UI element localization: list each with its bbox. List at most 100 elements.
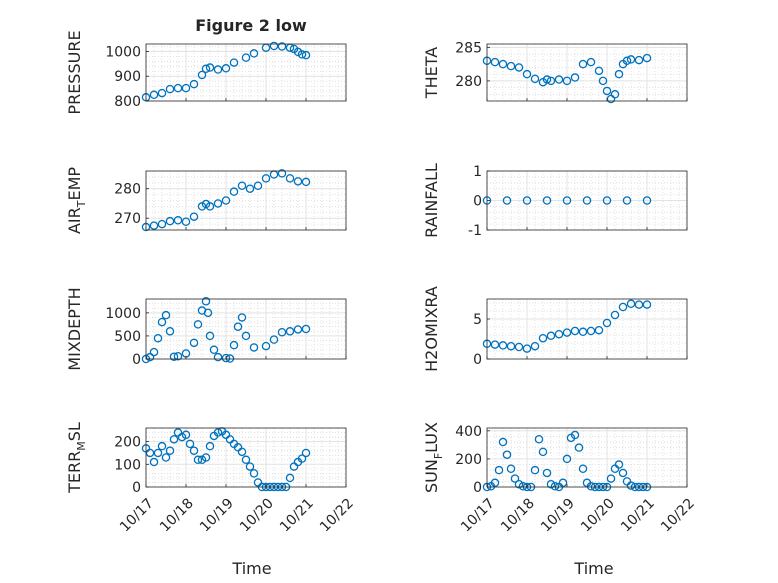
y-tick-label: 0 bbox=[473, 480, 482, 496]
plot-area bbox=[146, 44, 346, 101]
subplot-third-left: 0 500 1000 MIXDEPTH bbox=[65, 287, 347, 371]
data-point bbox=[261, 174, 271, 183]
data-point bbox=[602, 318, 612, 328]
data-point bbox=[514, 479, 524, 489]
y-tick-label: 0 bbox=[473, 352, 482, 368]
axes-box bbox=[145, 298, 347, 360]
data-point bbox=[181, 83, 191, 93]
plot-area bbox=[487, 428, 687, 487]
data-point bbox=[530, 74, 540, 84]
data-point bbox=[490, 57, 500, 67]
data-point bbox=[173, 216, 183, 225]
data-point bbox=[542, 468, 552, 478]
data-point bbox=[153, 448, 163, 458]
data-point bbox=[562, 196, 572, 205]
data-point bbox=[626, 481, 636, 490]
data-point bbox=[157, 317, 167, 327]
data-point bbox=[506, 341, 516, 351]
data-point bbox=[530, 341, 540, 351]
data-point bbox=[161, 310, 171, 320]
data-point bbox=[189, 79, 199, 89]
data-point bbox=[534, 434, 544, 444]
data-point bbox=[149, 90, 159, 100]
y-tick-label: -1 bbox=[468, 223, 482, 239]
data-point bbox=[614, 69, 624, 79]
axes-box bbox=[145, 43, 347, 102]
data-point bbox=[562, 76, 572, 86]
data-point bbox=[221, 353, 231, 363]
data-point bbox=[249, 49, 259, 58]
y-tick-label: 0 bbox=[132, 480, 141, 496]
data-point bbox=[622, 56, 632, 66]
data-point bbox=[514, 63, 524, 72]
data-point bbox=[554, 75, 564, 84]
data-point bbox=[301, 50, 311, 60]
y-tick-label: 5 bbox=[473, 312, 482, 328]
data-point bbox=[157, 219, 167, 229]
data-point bbox=[193, 455, 203, 465]
x-tick-label: 10/20 bbox=[237, 496, 277, 536]
data-point bbox=[542, 75, 552, 84]
data-point bbox=[502, 196, 512, 205]
data-point bbox=[205, 63, 215, 72]
plot-area bbox=[146, 299, 346, 359]
data-point bbox=[149, 347, 159, 357]
x-tick-label: 10/20 bbox=[578, 496, 618, 536]
data-point bbox=[574, 443, 584, 452]
y-tick-label: 280 bbox=[455, 74, 482, 90]
data-point bbox=[570, 326, 580, 336]
data-point bbox=[594, 325, 604, 335]
subplot-top-left: 800 900 1000 PRESSURE bbox=[65, 30, 347, 115]
data-point bbox=[153, 333, 163, 343]
x-axis-label-right: Time bbox=[573, 559, 613, 578]
x-tick-label: 10/17 bbox=[458, 496, 498, 536]
data-point bbox=[578, 464, 588, 473]
data-point bbox=[602, 86, 612, 96]
y-tick-label: 200 bbox=[455, 452, 482, 468]
x-tick-label: 10/21 bbox=[277, 496, 317, 536]
data-point bbox=[522, 196, 532, 205]
y-tick-label: 1000 bbox=[105, 44, 141, 60]
axes-box bbox=[145, 427, 347, 488]
y-tick-label: 0 bbox=[132, 352, 141, 368]
data-point bbox=[213, 428, 223, 437]
data-point bbox=[634, 55, 644, 65]
data-point bbox=[642, 53, 652, 63]
data-point bbox=[494, 465, 504, 475]
subplot-top-right: 280 285 THETA bbox=[422, 40, 688, 104]
data-point bbox=[249, 469, 259, 478]
data-point bbox=[229, 340, 239, 350]
figure-title: Figure 2 low bbox=[195, 16, 307, 35]
data-point bbox=[161, 453, 171, 462]
data-point bbox=[169, 435, 179, 444]
y-tick-label: 1 bbox=[473, 164, 482, 180]
data-point bbox=[285, 174, 295, 183]
data-point bbox=[554, 329, 564, 339]
y-tick-label: 270 bbox=[114, 211, 141, 227]
data-point bbox=[614, 460, 624, 469]
data-point bbox=[606, 474, 616, 483]
data-point bbox=[538, 447, 548, 457]
data-point bbox=[622, 196, 632, 205]
data-point bbox=[498, 437, 508, 447]
data-point bbox=[213, 352, 223, 362]
subplot-second-right: -1 0 1 RAINFALL bbox=[422, 163, 688, 239]
data-point bbox=[546, 479, 556, 489]
data-point bbox=[301, 177, 311, 187]
data-point bbox=[189, 446, 199, 455]
data-point bbox=[510, 474, 520, 483]
axes-box bbox=[486, 298, 688, 360]
data-point bbox=[249, 343, 259, 352]
data-point bbox=[598, 76, 608, 86]
data-point bbox=[149, 457, 159, 467]
data-point bbox=[197, 70, 207, 80]
x-tick-label: 10/22 bbox=[658, 496, 698, 536]
data-point bbox=[490, 340, 500, 349]
data-point bbox=[185, 439, 195, 449]
data-point bbox=[578, 59, 588, 69]
axes-box bbox=[145, 170, 347, 231]
data-point bbox=[642, 300, 652, 309]
data-point bbox=[205, 202, 215, 211]
data-point bbox=[293, 177, 303, 186]
